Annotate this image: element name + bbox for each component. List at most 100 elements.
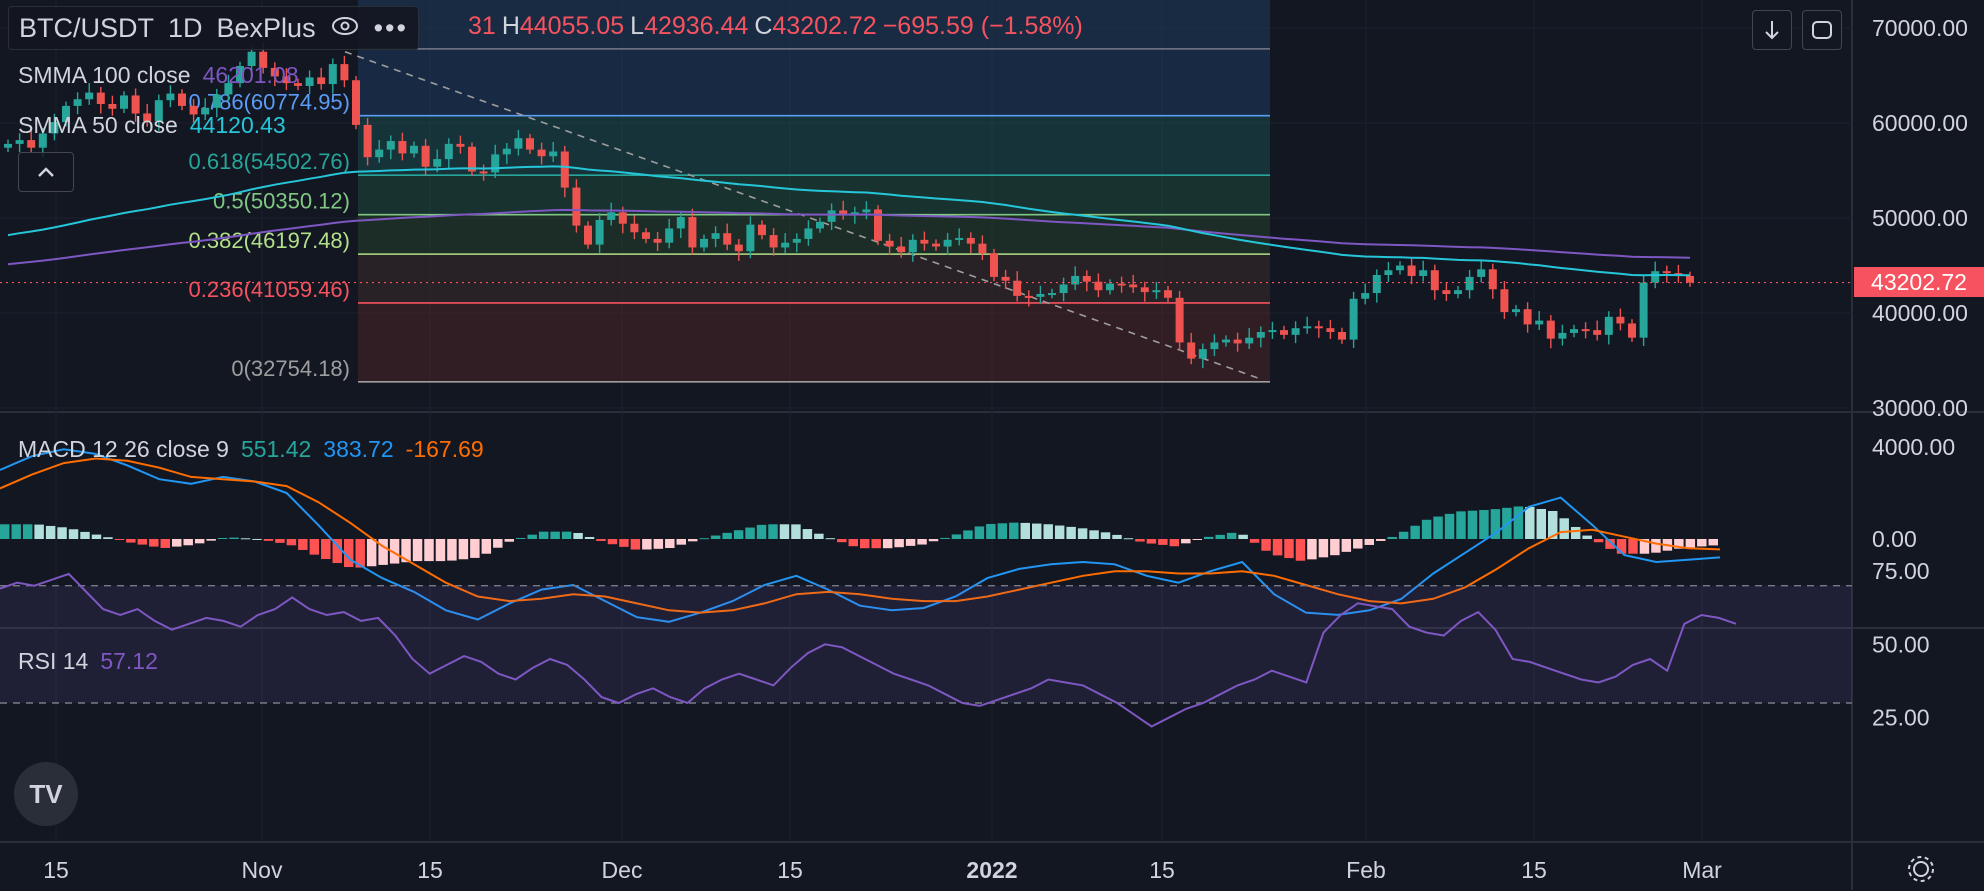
- macd-histogram-bar: [229, 537, 239, 539]
- macd-histogram-bar: [963, 530, 973, 539]
- macd-histogram-bar: [1525, 506, 1535, 539]
- fib-level-label: 0.618(54502.76): [189, 149, 350, 174]
- candle: [1570, 329, 1578, 333]
- macd-histogram-bar: [825, 538, 836, 540]
- macd-histogram-bar: [412, 539, 423, 562]
- time-axis-label: Nov: [242, 857, 283, 883]
- candle: [212, 94, 221, 108]
- trend-dashed-line: [344, 50, 1263, 381]
- candle: [1094, 281, 1103, 291]
- macd-histogram-bar: [860, 539, 870, 549]
- macd-histogram-bar: [1708, 539, 1718, 546]
- fullscreen-button[interactable]: [1802, 10, 1842, 50]
- candle: [27, 140, 36, 148]
- macd-histogram-bar: [710, 535, 721, 539]
- macd-histogram-bar: [183, 539, 193, 546]
- candle: [549, 151, 558, 157]
- macd-histogram-bar: [779, 524, 790, 539]
- macd-histogram-bar: [791, 524, 801, 539]
- smma100-value: 46201.08: [202, 62, 299, 88]
- candle: [874, 209, 882, 241]
- price-tick-label: 50000.00: [1872, 205, 1968, 231]
- time-axis-label: Dec: [602, 857, 643, 883]
- macd-histogram-bar: [516, 537, 526, 539]
- candle: [1593, 330, 1602, 335]
- macd-histogram-bar: [940, 537, 950, 539]
- candle: [537, 149, 546, 157]
- eye-icon[interactable]: [330, 13, 360, 44]
- macd-histogram-bar: [1570, 526, 1581, 539]
- candle: [862, 209, 871, 213]
- smma100-legend[interactable]: SMMA 100 close 46201.08: [18, 62, 299, 89]
- candle: [189, 105, 198, 115]
- candle: [804, 228, 813, 239]
- candle: [1291, 328, 1300, 335]
- macd-histogram-bar: [389, 539, 400, 564]
- candle: [282, 76, 291, 84]
- candle: [1500, 289, 1509, 313]
- macd-histogram-bar: [378, 539, 388, 565]
- candle: [630, 223, 639, 233]
- candle: [386, 141, 395, 150]
- macd-histogram-bar: [126, 539, 136, 543]
- candle: [1256, 332, 1265, 338]
- macd-histogram-bar: [1548, 510, 1558, 539]
- macd-histogram-bar: [1123, 538, 1134, 540]
- macd-histogram-bar: [1685, 539, 1696, 548]
- macd-legend[interactable]: MACD 12 26 close 9 551.42 383.72 -167.69: [18, 436, 484, 463]
- fib-level-label: 0.382(46197.48): [189, 228, 350, 253]
- interval[interactable]: 1D: [168, 12, 203, 43]
- macd-histogram-bar: [458, 539, 469, 560]
- candle: [1048, 293, 1056, 296]
- macd-histogram-bar: [1398, 531, 1409, 539]
- candle: [990, 253, 998, 277]
- candle: [711, 233, 720, 239]
- macd-histogram-bar: [275, 539, 285, 543]
- macd-histogram-bar: [561, 531, 572, 539]
- macd-histogram-bar: [619, 539, 629, 547]
- symbol-name[interactable]: BTC/USDT: [19, 12, 154, 43]
- macd-histogram-bar: [722, 532, 732, 539]
- symbol-info[interactable]: BTC/USDT 1D BexPlus •••: [8, 6, 419, 50]
- candle: [1535, 320, 1544, 325]
- macd-histogram-bar: [80, 531, 90, 539]
- candle: [410, 145, 418, 154]
- download-button[interactable]: [1752, 10, 1792, 50]
- macd-histogram-bar: [1272, 539, 1283, 556]
- candle: [236, 66, 244, 84]
- macd-histogram-bar: [596, 539, 606, 541]
- candle: [955, 237, 964, 240]
- macd-histogram-bar: [1444, 513, 1455, 539]
- macd-histogram-bar: [1536, 508, 1546, 539]
- close-value: 43202.72: [772, 12, 877, 40]
- candle: [1314, 326, 1323, 329]
- candle: [1546, 320, 1555, 339]
- candle: [85, 92, 94, 100]
- candle: [1384, 270, 1393, 275]
- candle: [1454, 290, 1462, 294]
- macd-histogram-bar: [1376, 539, 1386, 541]
- price-tick-label: 70000.00: [1872, 15, 1968, 41]
- macd-histogram-bar: [1697, 539, 1707, 547]
- macd-histogram-bar: [298, 539, 308, 550]
- macd-histogram-bar: [1009, 522, 1019, 539]
- candle: [1407, 265, 1416, 276]
- candle: [1361, 293, 1370, 299]
- tradingview-logo[interactable]: TV: [14, 762, 78, 826]
- macd-histogram-bar: [527, 534, 537, 539]
- candle: [618, 212, 627, 224]
- macd-tick-label: 0.00: [1872, 526, 1917, 552]
- macd-histogram-bar: [974, 526, 985, 539]
- time-axis-label: 15: [1149, 857, 1175, 883]
- macd-histogram-bar: [1215, 534, 1225, 539]
- rsi-legend[interactable]: RSI 14 57.12: [18, 648, 158, 675]
- collapse-legend-button[interactable]: [18, 152, 74, 192]
- settings-gear-icon[interactable]: [1904, 852, 1938, 886]
- macd-histogram-bar: [1410, 525, 1420, 539]
- smma50-legend[interactable]: SMMA 50 close 44120.43: [18, 112, 286, 139]
- candle: [1129, 284, 1138, 288]
- candle: [1512, 309, 1520, 313]
- candle: [1152, 290, 1161, 293]
- more-icon[interactable]: •••: [373, 12, 408, 43]
